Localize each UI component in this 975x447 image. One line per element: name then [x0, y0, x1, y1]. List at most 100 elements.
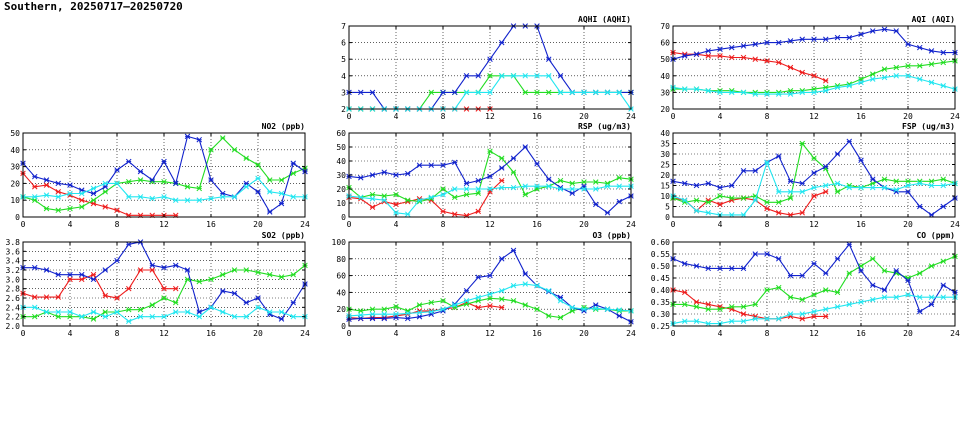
data-point — [799, 140, 806, 147]
data-point — [592, 305, 599, 312]
data-point — [487, 173, 493, 180]
data-point — [858, 31, 864, 38]
x-tick-label: 20 — [903, 220, 913, 229]
data-point — [90, 271, 97, 278]
data-point — [834, 180, 841, 187]
x-tick-label: 0 — [347, 329, 352, 338]
data-point — [705, 48, 712, 54]
data-point — [545, 89, 552, 96]
data-point — [905, 277, 911, 284]
data-point — [381, 169, 388, 175]
data-point — [834, 151, 841, 157]
data-point — [463, 73, 470, 79]
data-point — [834, 34, 841, 41]
data-point — [869, 28, 876, 34]
data-point — [357, 312, 364, 318]
data-point — [569, 186, 576, 192]
x-tick-label: 8 — [765, 329, 770, 338]
data-point — [55, 271, 62, 278]
series-line-red — [348, 180, 503, 217]
data-point — [125, 194, 132, 200]
y-tick-label: 6 — [341, 39, 346, 48]
data-point — [569, 89, 576, 96]
data-point — [404, 211, 411, 217]
data-point — [740, 43, 747, 49]
data-point — [416, 162, 423, 168]
data-point — [534, 73, 540, 79]
data-point — [616, 198, 623, 205]
data-point — [31, 294, 38, 300]
data-point — [693, 51, 700, 57]
data-point — [369, 311, 376, 317]
data-point — [266, 209, 273, 215]
data-point — [67, 205, 73, 212]
data-point — [522, 183, 529, 189]
data-point — [243, 155, 250, 161]
data-point — [893, 64, 900, 71]
data-point — [90, 190, 97, 197]
data-point — [604, 89, 611, 96]
data-point — [775, 256, 782, 262]
x-tick-label: 20 — [903, 112, 913, 121]
data-point — [290, 170, 297, 177]
x-tick-label: 8 — [441, 329, 446, 338]
data-point — [822, 87, 829, 94]
data-point — [369, 315, 376, 322]
y-tick-label: 40 — [10, 146, 20, 155]
data-point — [858, 157, 864, 164]
data-point — [728, 304, 735, 310]
y-tick-label: 3.0 — [6, 275, 21, 284]
data-point — [928, 182, 935, 189]
data-point — [78, 204, 85, 210]
x-tick-label: 0 — [671, 220, 676, 229]
data-point — [161, 158, 167, 165]
data-point — [834, 289, 841, 296]
y-tick-label: 4 — [341, 72, 346, 81]
data-point — [498, 256, 505, 262]
data-point — [149, 262, 156, 269]
data-point — [463, 287, 470, 294]
data-point — [705, 210, 712, 216]
y-tick-label: 50 — [336, 143, 346, 152]
data-point — [693, 299, 700, 305]
y-tick-label: 0 — [15, 213, 20, 222]
data-point — [114, 257, 120, 264]
data-point — [393, 172, 399, 178]
data-point — [705, 301, 712, 308]
data-point — [940, 176, 947, 182]
y-tick-label: 2.2 — [6, 313, 21, 322]
data-point — [616, 175, 623, 181]
data-point — [581, 306, 587, 312]
chart-title: NO2 (ppb) — [262, 122, 305, 131]
y-tick-label: 80 — [336, 255, 346, 264]
data-point — [916, 294, 923, 300]
y-tick-label: 20 — [10, 179, 20, 188]
data-point — [90, 185, 97, 192]
data-point — [752, 41, 759, 48]
data-point — [290, 299, 297, 306]
data-point — [693, 304, 700, 310]
data-point — [510, 247, 517, 254]
data-point — [184, 184, 191, 190]
data-point — [125, 285, 132, 292]
data-point — [90, 316, 97, 322]
series-line-blue — [22, 135, 306, 213]
data-point — [463, 180, 470, 187]
data-point — [487, 303, 493, 309]
y-tick-label: 0.60 — [651, 238, 670, 247]
data-point — [137, 267, 144, 273]
data-point — [717, 306, 723, 312]
data-point — [799, 272, 806, 279]
data-point — [705, 53, 712, 59]
data-point — [534, 183, 540, 189]
chart-panel: 0 10 20 30 40 50 0 4 8 12 16 20 24 NO2 (ppb) — [10, 122, 310, 229]
data-point — [428, 89, 435, 96]
y-tick-label: 20 — [336, 185, 346, 194]
chart-title: RSP (ug/m3) — [578, 122, 631, 131]
y-tick-label: 0.30 — [651, 310, 670, 319]
data-point — [522, 271, 529, 277]
data-point — [125, 241, 132, 248]
data-point — [752, 301, 759, 308]
data-point — [705, 320, 712, 327]
data-point — [208, 276, 214, 283]
